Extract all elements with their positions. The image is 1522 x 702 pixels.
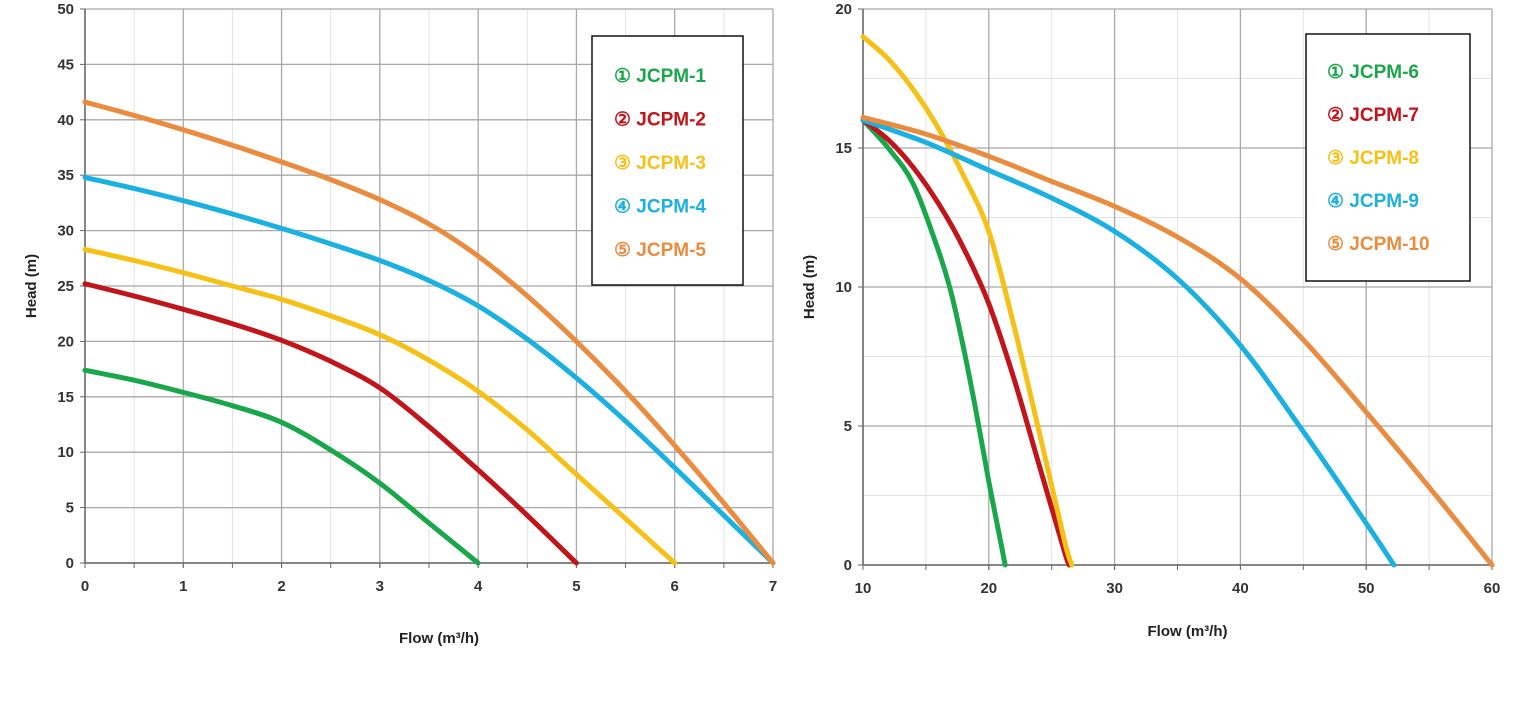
legend-entry: ② JCPM-7 [1327, 105, 1419, 126]
x-tick-label: 20 [980, 580, 997, 597]
legend-entry: ① JCPM-1 [614, 66, 706, 87]
series-line [860, 117, 1397, 568]
x-tick-label: 2 [277, 578, 285, 595]
y-tick-label: 15 [835, 140, 852, 157]
x-axis-label: Flow (m³/h) [1148, 623, 1228, 640]
y-tick-label: 5 [844, 418, 852, 435]
x-tick-label: 30 [1106, 580, 1123, 597]
series-line [860, 114, 1495, 568]
series-group [860, 34, 1495, 568]
legend: ① JCPM-6 ② JCPM-7 ③ JCPM-8 ④ JCPM-9 ⑤ JCPM-1… [1305, 33, 1471, 282]
series-line [860, 34, 1075, 568]
y-tick-label: 40 [57, 112, 74, 129]
legend-entry: ⑤ JCPM-5 [614, 240, 706, 261]
series-group [82, 99, 776, 566]
y-tick-label: 45 [57, 56, 74, 73]
y-tick-label: 20 [57, 333, 74, 350]
x-tick-label: 50 [1358, 580, 1375, 597]
legend-entry: ③ JCPM-3 [614, 153, 706, 174]
y-tick-label: 15 [57, 389, 74, 406]
x-tick-label: 40 [1232, 580, 1249, 597]
y-axis-label: Head (m) [801, 255, 818, 319]
y-tick-label: 30 [57, 223, 74, 240]
series-line [82, 281, 579, 566]
y-tick-label: 0 [844, 557, 852, 574]
x-tick-label: 3 [376, 578, 384, 595]
legend-entry: ④ JCPM-9 [1327, 191, 1419, 212]
series-line [82, 99, 776, 566]
series-line [860, 117, 1072, 568]
y-tick-label: 10 [57, 444, 74, 461]
y-tick-label: 10 [835, 279, 852, 296]
series-line [82, 174, 776, 566]
legend-entry: ④ JCPM-4 [614, 197, 706, 218]
y-tick-label: 35 [57, 167, 74, 184]
x-tick-label: 5 [572, 578, 580, 595]
series-line [860, 117, 1008, 568]
x-tick-label: 10 [855, 580, 872, 597]
y-tick-label: 20 [835, 1, 852, 18]
x-tick-label: 4 [474, 578, 483, 595]
legend-box [591, 35, 744, 286]
x-axis-label: Flow (m³/h) [399, 630, 479, 647]
y-tick-label: 0 [66, 555, 74, 572]
y-tick-label: 25 [57, 278, 74, 295]
series-line [82, 246, 678, 566]
x-tick-label: 7 [769, 578, 777, 595]
legend-box [1305, 33, 1471, 282]
series-line [82, 367, 481, 566]
legend-entry: ② JCPM-2 [614, 110, 706, 131]
y-tick-label: 5 [66, 500, 74, 517]
y-axis-label: Head (m) [23, 254, 40, 318]
legend: ① JCPM-1 ② JCPM-2 ③ JCPM-3 ④ JCPM-4 ⑤ JCPM-5 [591, 35, 744, 286]
legend-entry: ⑤ JCPM-10 [1327, 234, 1430, 255]
x-tick-label: 6 [671, 578, 679, 595]
x-tick-label: 1 [179, 578, 187, 595]
legend-entry: ① JCPM-6 [1327, 62, 1419, 83]
x-tick-label: 60 [1484, 580, 1501, 597]
x-tick-label: 0 [81, 578, 89, 595]
flow-head-chart-right: 10 20 30 40 50 60 0 5 10 15 20 Flow (m³/h) Head (m) ①… [801, 1, 1500, 640]
y-tick-label: 50 [57, 1, 74, 18]
legend-entry: ③ JCPM-8 [1327, 148, 1419, 169]
